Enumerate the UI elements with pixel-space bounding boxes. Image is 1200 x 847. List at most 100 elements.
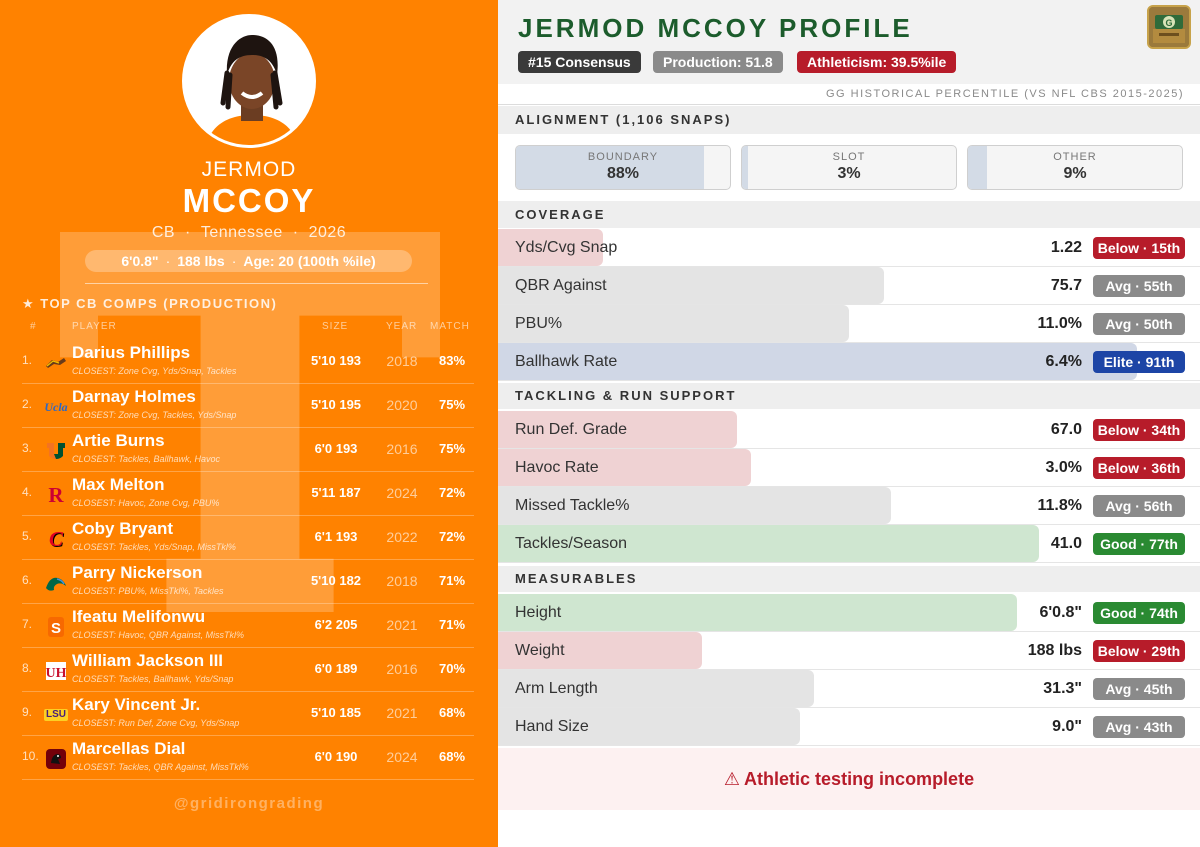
stat-label: QBR Against: [515, 277, 607, 294]
player-position: CB: [151, 224, 176, 241]
percentile-badge: Below · 15th: [1093, 237, 1185, 259]
cincinnati-c-icon: C: [48, 527, 63, 551]
comp-player-name: William Jackson III: [72, 651, 224, 670]
percentile-bar: [498, 525, 1039, 562]
comp-player-name: Parry Nickerson: [72, 563, 203, 582]
stat-label: Arm Length: [515, 680, 598, 697]
consensus-rank-pill: #15 Consensus: [518, 51, 641, 73]
stat-value: 9.0": [1052, 718, 1082, 735]
profile-title: JERMOD MCCOY PROFILE: [518, 13, 913, 43]
comps-title: ★ TOP CB COMPS (PRODUCTION): [22, 296, 278, 311]
player-meta-line: CB · Tennessee · 2026: [0, 224, 498, 242]
stat-row: Hand Size 9.0" Avg · 43th: [498, 708, 1200, 746]
stat-value: 67.0: [1050, 421, 1082, 438]
comp-size: 5'10 193: [310, 353, 362, 368]
player-first-name: JERMOD: [201, 158, 297, 181]
alignment-label: OTHER: [1053, 151, 1097, 163]
alignment-boundary-box: BOUNDARY 88%: [515, 145, 731, 190]
comp-row: 10. Marcellas Dial CLOSEST: Tackles, QBR…: [22, 736, 474, 780]
percentile-bar: [498, 343, 1137, 380]
tulane-wave-icon: [44, 572, 68, 594]
header-year: YEAR: [386, 321, 418, 332]
separator-dot: ·: [231, 253, 237, 269]
stat-row: Missed Tackle% 11.8% Avg · 56th: [498, 487, 1200, 525]
stat-row: Height 6'0.8" Good · 74th: [498, 594, 1200, 632]
comp-player-name: Ifeatu Melifonwu: [72, 607, 206, 626]
header-player: PLAYER: [72, 321, 117, 332]
comp-year: 2016: [386, 661, 418, 677]
header-size: SIZE: [322, 321, 349, 332]
warning-triangle-icon: ⚠: [723, 769, 741, 789]
comp-closest-traits: CLOSEST: Tackles, Ballhawk, Yds/Snap: [72, 674, 234, 684]
alignment-label: BOUNDARY: [587, 151, 659, 163]
percentile-bar: [498, 449, 751, 486]
percentile-bar: [498, 411, 737, 448]
player-headshot-image: [185, 17, 313, 145]
houston-uh-icon: UH: [44, 660, 68, 682]
stat-row: Havoc Rate 3.0% Below · 36th: [498, 449, 1200, 487]
comp-year: 2020: [386, 397, 418, 413]
comp-closest-traits: CLOSEST: Tackles, Ballhawk, Havoc: [72, 454, 221, 464]
stat-label: Height: [515, 604, 562, 621]
stat-value: 6'0.8": [1039, 604, 1082, 621]
comp-rank: 3.: [22, 441, 33, 455]
brand-watermark: @gridirongrading: [173, 795, 325, 812]
comp-year: 2022: [386, 529, 418, 545]
comp-player-name: Artie Burns: [72, 431, 165, 450]
rutgers-r-icon: R: [48, 483, 64, 507]
stat-row: Weight 188 lbs Below · 29th: [498, 632, 1200, 670]
percentile-badge: Good · 74th: [1093, 602, 1185, 624]
stat-row: Arm Length 31.3" Avg · 45th: [498, 670, 1200, 708]
syracuse-s-icon: S: [44, 616, 68, 638]
comp-row: 8. UH William Jackson III CLOSEST: Tackl…: [22, 648, 474, 692]
tackling-section-header: TACKLING & RUN SUPPORT: [498, 383, 1200, 409]
comp-match: 71%: [438, 573, 466, 588]
comp-match: 68%: [438, 749, 466, 764]
percentile-bar: [498, 267, 884, 304]
comp-row: 6. Parry Nickerson CLOSEST: PBU%, MissTk…: [22, 560, 474, 604]
comp-player-name: Marcellas Dial: [72, 739, 186, 758]
comp-size: 5'10 182: [310, 573, 362, 588]
comp-row: 5. C Coby Bryant CLOSEST: Tackles, Yds/S…: [22, 516, 474, 560]
comp-size: 5'10 185: [310, 705, 362, 720]
percentile-bar: [498, 305, 849, 342]
player-class-year: 2026: [308, 224, 347, 241]
south-carolina-gamecock-icon: [44, 748, 68, 770]
comp-row: 3. Artie Burns CLOSEST: Tackles, Ballhaw…: [22, 428, 474, 472]
profile-panel: JERMOD MCCOY PROFILE G #15 Consensus Pro…: [498, 0, 1200, 847]
stat-label: PBU%: [515, 315, 563, 332]
stat-label: Run Def. Grade: [515, 421, 628, 438]
comp-row: 9. LSU Kary Vincent Jr. CLOSEST: Run Def…: [22, 692, 474, 736]
comp-closest-traits: CLOSEST: Run Def, Zone Cvg, Yds/Snap: [72, 718, 240, 728]
alignment-share-fill: [516, 146, 705, 189]
stat-value: 1.22: [1050, 239, 1082, 256]
comp-match: 72%: [438, 485, 466, 500]
comp-match: 70%: [438, 661, 466, 676]
comp-rank: 9.: [22, 705, 33, 719]
percentile-badge: Below · 29th: [1093, 640, 1185, 662]
tennessee-power-t-watermark: [60, 232, 440, 612]
svg-text:G: G: [1165, 18, 1172, 28]
athleticism-pill: Athleticism: 39.5%ile: [797, 51, 957, 73]
comps-table-header: # PLAYER SIZE YEAR MATCH: [22, 321, 474, 335]
divider: [85, 283, 428, 284]
comp-year: 2016: [386, 441, 418, 457]
comp-year: 2024: [386, 485, 418, 501]
comp-closest-traits: CLOSEST: Zone Cvg, Yds/Snap, Tackles: [72, 366, 237, 376]
western-michigan-bronco-icon: [44, 352, 68, 374]
comp-rank: 4.: [22, 485, 33, 499]
comp-match: 72%: [438, 529, 466, 544]
comp-rank: 8.: [22, 661, 33, 675]
separator-dot: ·: [185, 224, 191, 241]
percentile-badge: Below · 34th: [1093, 419, 1185, 441]
comp-match: 83%: [438, 353, 466, 368]
comp-size: 5'10 195: [310, 397, 362, 412]
stat-label: Yds/Cvg Snap: [515, 239, 618, 256]
svg-text:UH: UH: [46, 666, 67, 681]
comp-player-name: Darius Phillips: [72, 343, 191, 362]
stat-label: Weight: [515, 642, 565, 659]
warning-text: Athletic testing incomplete: [744, 769, 975, 789]
stat-value: 31.3": [1043, 680, 1082, 697]
stat-label: Hand Size: [515, 718, 589, 735]
comp-rank: 1.: [22, 353, 33, 367]
